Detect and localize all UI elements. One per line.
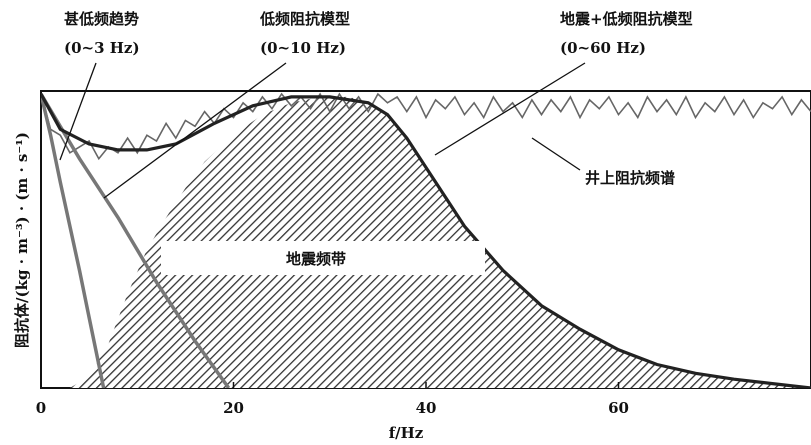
full-leader-line <box>434 62 586 156</box>
well-leader-line <box>531 137 581 171</box>
full-model-label: 地震+低频阻抗模型 <box>560 10 693 28</box>
vlf-leader-line <box>59 62 97 161</box>
vlf-trend-label: 甚低频趋势 <box>64 10 139 28</box>
lf-leader-line <box>103 62 287 199</box>
x-tick-label: 0 <box>36 399 46 417</box>
vlf-trend-range: (0~3 Hz) <box>64 39 140 57</box>
x-axis-label: f/Hz <box>389 424 424 442</box>
x-tick-label: 40 <box>416 399 437 417</box>
very-low-frequency-trend-line <box>41 93 106 388</box>
x-tick-label: 20 <box>223 399 244 417</box>
seismic-plus-low-frequency-model-line <box>41 93 811 388</box>
seismic-band-label: 地震频带 <box>286 250 346 268</box>
lf-model-label: 低频阻抗模型 <box>259 10 350 28</box>
low-frequency-model-line <box>41 93 231 388</box>
well-impedance-spectrum-line <box>41 92 811 161</box>
x-tick-label: 60 <box>608 399 629 417</box>
lf-model-range: (0~10 Hz) <box>260 39 346 57</box>
seismic-band-label-box <box>161 241 485 275</box>
y-axis-label: 阻抗体/(kg · m⁻³) · (m · s⁻¹) <box>13 132 31 348</box>
well-spectrum-label: 井上阻抗频谱 <box>585 169 675 187</box>
full-model-range: (0~60 Hz) <box>560 39 646 57</box>
